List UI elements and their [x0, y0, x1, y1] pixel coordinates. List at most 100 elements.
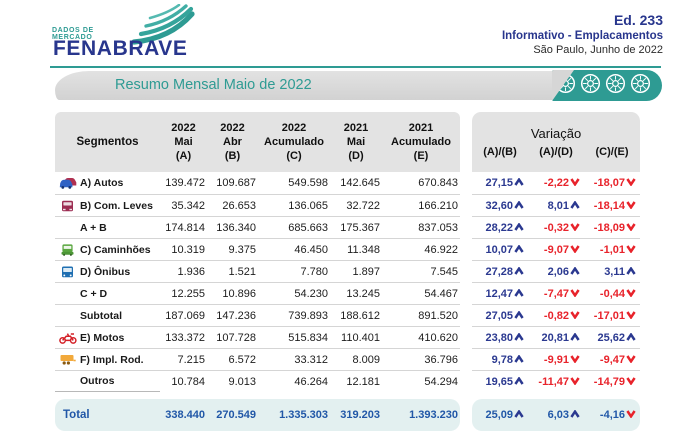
- down-arrow-icon: [570, 178, 580, 186]
- down-arrow-icon: [626, 354, 636, 363]
- col-period: Abr: [223, 136, 242, 148]
- variation-cell: -18,09: [584, 217, 640, 238]
- impl-rod-icon: [58, 354, 77, 365]
- variation-cell: -9,47: [584, 349, 640, 370]
- variation-cell: -9,07: [528, 239, 584, 260]
- segment-label: C) Caminhões: [80, 243, 151, 256]
- variation-row: 9,78 -9,91 -9,47: [472, 348, 640, 370]
- variation-cell: 2,06: [528, 261, 584, 282]
- down-arrow-icon: [570, 354, 580, 363]
- up-arrow-icon: [570, 200, 580, 209]
- down-arrow-icon: [570, 376, 580, 385]
- variation-value: -1,01: [599, 243, 625, 256]
- down-arrow-icon: [626, 410, 636, 418]
- col-code: (B): [224, 150, 241, 162]
- up-arrow-icon: [514, 310, 524, 319]
- variation-value: 25,62: [597, 331, 625, 344]
- segments-table: Segmentos 2022 Mai (A) 2022 Abr (B) 2022…: [55, 112, 460, 392]
- value-cell: 9.013: [228, 375, 256, 388]
- variation-cell: 8,01: [528, 195, 584, 216]
- value-cell: 10.896: [222, 287, 256, 300]
- table-row: A) Autos 139.472 109.687 549.598 142.645 670.…: [55, 172, 460, 194]
- segment-label: E) Motos: [80, 331, 125, 344]
- value-cell: 6.572: [228, 353, 256, 366]
- segment-cell: C + D: [55, 283, 160, 304]
- variation-cell: 10,07: [472, 239, 528, 260]
- value-cell: 13.245: [346, 287, 380, 300]
- value-cell: 142.645: [340, 177, 380, 189]
- table-row: C) Caminhões 10.319 9.375 46.450 11.348 46.92…: [55, 238, 460, 260]
- value-cell: 33.312: [294, 353, 328, 366]
- variation-cell: 32,60: [472, 195, 528, 216]
- wheel-icon: [630, 73, 651, 99]
- up-arrow-icon: [514, 200, 524, 209]
- col-year: 2022: [281, 122, 307, 134]
- table-row: C + D 12.255 10.896 54.230 13.245 54.467: [55, 282, 460, 304]
- variation-cell: -4,16: [584, 409, 640, 421]
- value-cell: 7.215: [177, 353, 205, 366]
- variation-cell: -1,01: [584, 239, 640, 260]
- variation-value: -17,01: [593, 309, 625, 322]
- value-cell: 54.294: [424, 375, 458, 388]
- wheel-icon: [555, 73, 576, 99]
- total-value-cell: 1.393.230: [409, 409, 458, 421]
- segment-cell: D) Ônibus: [55, 261, 160, 282]
- onibus-icon: [58, 266, 77, 278]
- value-cell: 46.264: [294, 375, 328, 388]
- variation-panel: Variação (A)/(B) (A)/(D) (C)/(E) 27,15 -2…: [472, 112, 640, 392]
- table-row: A + B 174.814 136.340 685.663 175.367 837.053: [55, 216, 460, 238]
- col-period: Acumulado: [264, 136, 324, 148]
- variation-cell: 25,09: [472, 409, 528, 421]
- segment-label: A + B: [80, 221, 107, 234]
- table-header: Segmentos 2022 Mai (A) 2022 Abr (B) 2022…: [55, 112, 460, 172]
- value-cell: 10.319: [171, 243, 205, 256]
- segment-label: C + D: [80, 287, 108, 300]
- total-value-cell: 1.335.303: [279, 409, 328, 421]
- col-header-b: 2022 Abr (B): [207, 112, 258, 172]
- variation-value: 23,80: [485, 331, 513, 344]
- value-cell: 10.784: [171, 375, 205, 388]
- variation-value: -11,47: [538, 375, 569, 388]
- value-cell: 36.796: [424, 353, 458, 366]
- variation-col-ab: (A)/(B): [483, 146, 517, 158]
- variation-value: 32,60: [485, 199, 513, 212]
- variation-cell: 20,81: [528, 327, 584, 348]
- segment-label: A) Autos: [80, 177, 124, 189]
- table-row: D) Ônibus 1.936 1.521 7.780 1.897 7.545: [55, 260, 460, 282]
- variation-value: 9,78: [491, 353, 513, 366]
- col-period: Mai: [174, 136, 193, 148]
- variation-body: 27,15 -2,22 -18,07 32,60 8,01 -18,14 28,22 -0,3…: [472, 172, 640, 392]
- up-arrow-icon: [514, 332, 524, 341]
- variation-cell: 6,03: [528, 409, 584, 421]
- variation-header: Variação (A)/(B) (A)/(D) (C)/(E): [472, 112, 640, 172]
- variation-row: 23,80 20,81 25,62: [472, 326, 640, 348]
- variation-cell: 23,80: [472, 327, 528, 348]
- table-row: E) Motos 133.372 107.728 515.834 110.401 410.…: [55, 326, 460, 348]
- variation-cell: -0,82: [528, 305, 584, 326]
- teal-divider: [50, 66, 661, 68]
- wheel-icon: [580, 73, 601, 99]
- variation-value: -9,07: [543, 243, 569, 256]
- segment-cell: A + B: [55, 217, 160, 238]
- segment-cell: E) Motos: [55, 327, 160, 348]
- variation-value: 6,03: [547, 409, 569, 421]
- variation-value: -4,16: [599, 409, 625, 421]
- caminhoes-icon: [58, 243, 77, 256]
- col-period: Acumulado: [391, 136, 451, 148]
- segments-column-header: Segmentos: [76, 136, 139, 148]
- edition-block: Ed. 233 Informativo - Emplacamentos São …: [502, 12, 663, 56]
- value-cell: 12.181: [346, 375, 380, 388]
- variation-value: -18,07: [593, 177, 625, 189]
- segment-cell: F) Impl. Rod.: [55, 349, 160, 370]
- table-row: Subtotal 187.069 147.236 739.893 188.612 891.…: [55, 304, 460, 326]
- col-code: (D): [348, 150, 364, 162]
- value-cell: 139.472: [165, 177, 205, 189]
- value-cell: 1.521: [228, 265, 256, 278]
- col-code: (C): [286, 150, 302, 162]
- variation-value: 3,11: [604, 265, 625, 278]
- up-arrow-icon: [570, 332, 580, 341]
- down-arrow-icon: [570, 244, 580, 253]
- value-cell: 175.367: [340, 221, 380, 234]
- logo-waves-icon: [130, 3, 204, 51]
- value-cell: 107.728: [216, 331, 256, 344]
